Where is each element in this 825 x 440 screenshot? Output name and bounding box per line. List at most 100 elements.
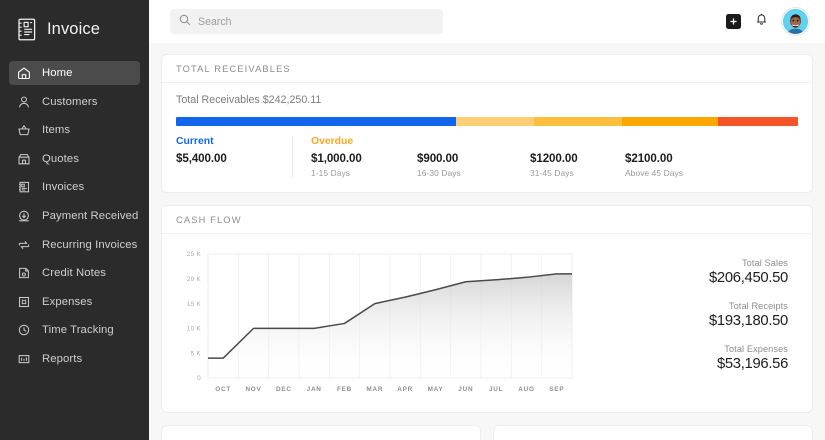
cash-flow-chart[interactable]: 0 5 K 10 K 15 K 20 K 25 K OCT NOV DEC JAN FEB MAR AP… <box>168 244 596 404</box>
svg-text:MAY: MAY <box>428 386 444 393</box>
stat-total-expenses: Total Expenses $53,196.56 <box>602 344 788 372</box>
svg-text:APR: APR <box>397 386 413 393</box>
receivables-bar <box>176 117 798 126</box>
brand[interactable]: Invoice <box>0 12 149 46</box>
col-sub: Above 45 Days <box>625 168 684 178</box>
svg-text:JUL: JUL <box>489 386 503 393</box>
lower-cards-row <box>161 425 813 440</box>
receivables-col-31-45-days: $1200.00 31-45 Days <box>530 136 625 178</box>
sidebar-item-time-tracking[interactable]: Time Tracking <box>9 318 140 342</box>
sidebar-item-recurring-invoices[interactable]: Recurring Invoices <box>9 233 140 257</box>
col-amount: $1200.00 <box>530 152 578 165</box>
avatar[interactable] <box>782 8 809 35</box>
cash-flow-body: 0 5 K 10 K 15 K 20 K 25 K OCT NOV DEC JAN FEB MAR AP… <box>162 234 812 412</box>
sidebar-item-label: Items <box>42 124 71 137</box>
bar-segment-above-45-days[interactable] <box>718 117 798 126</box>
clock-icon <box>17 323 31 337</box>
sidebar: Invoice Home Custo <box>0 0 149 440</box>
svg-text:JAN: JAN <box>307 386 322 393</box>
topbar <box>149 0 825 43</box>
card-header: TOTAL RECEIVABLES <box>162 55 812 83</box>
sidebar-item-home[interactable]: Home <box>9 61 140 85</box>
search-box[interactable] <box>170 9 443 34</box>
receivables-col-above-45-days: $2100.00 Above 45 Days <box>625 136 683 178</box>
svg-text:5 K: 5 K <box>191 350 202 357</box>
sidebar-item-quotes[interactable]: Quotes <box>9 147 140 171</box>
svg-text:DEC: DEC <box>276 386 292 393</box>
sidebar-item-items[interactable]: Items <box>9 118 140 142</box>
col-amount: $2100.00 <box>625 152 673 165</box>
receivables-legend: Current $5,400.00 Overdue $1,000.00 1-15… <box>174 136 800 178</box>
col-sub: 1-15 Days <box>311 168 351 178</box>
svg-text:NOV: NOV <box>245 386 261 393</box>
sidebar-item-expenses[interactable]: Expenses <box>9 290 140 314</box>
sidebar-item-label: Home <box>42 67 73 79</box>
svg-text:25 K: 25 K <box>187 251 202 258</box>
user-icon <box>17 95 31 109</box>
search-icon <box>179 13 191 31</box>
sidebar-item-label: Quotes <box>42 152 80 165</box>
svg-text:FEB: FEB <box>337 386 352 393</box>
lower-card-right <box>493 425 813 440</box>
stat-label: Total Expenses <box>724 344 788 354</box>
notifications-button[interactable] <box>754 12 769 31</box>
cash-flow-card: CASH FLOW 0 5 K 10 K 15 K 20 K 25 K OCT NOV DEC J… <box>161 205 813 413</box>
svg-text:JUN: JUN <box>458 386 473 393</box>
card-title: TOTAL RECEIVABLES <box>176 63 291 74</box>
sidebar-item-label: Time Tracking <box>42 324 114 337</box>
bar-segment-1-15-days[interactable] <box>455 117 534 126</box>
sidebar-item-label: Customers <box>42 95 98 108</box>
recurring-icon <box>17 238 31 252</box>
receivables-col-1-15-days: Overdue $1,000.00 1-15 Days <box>292 136 417 178</box>
col-sub: 31-45 Days <box>530 168 574 178</box>
expenses-icon <box>17 295 31 309</box>
col-sub: 16-30 Days <box>417 168 461 178</box>
sidebar-item-label: Payment Received <box>42 209 139 222</box>
col-amount: $5,400.00 <box>176 152 227 165</box>
stat-value: $206,450.50 <box>709 270 788 286</box>
plus-icon <box>729 13 738 31</box>
bell-icon <box>755 12 768 31</box>
bar-segment-current[interactable] <box>176 117 456 126</box>
stat-value: $53,196.56 <box>716 356 788 372</box>
payment-received-icon <box>17 209 31 223</box>
topbar-actions <box>726 8 809 35</box>
receivables-col-current: Current $5,400.00 <box>176 136 292 178</box>
col-caption <box>417 136 530 149</box>
search-input[interactable] <box>198 15 434 28</box>
svg-text:10 K: 10 K <box>187 326 202 333</box>
card-header: CASH FLOW <box>162 206 812 234</box>
sidebar-item-label: Recurring Invoices <box>42 238 138 251</box>
stat-label: Total Sales <box>741 258 788 268</box>
sidebar-item-payment-received[interactable]: Payment Received <box>9 204 140 228</box>
sidebar-item-label: Invoices <box>42 181 85 194</box>
svg-text:OCT: OCT <box>215 386 231 393</box>
bar-segment-16-30-days[interactable] <box>533 117 622 126</box>
col-caption: Current <box>176 136 214 147</box>
sidebar-item-reports[interactable]: Reports <box>9 347 140 371</box>
col-caption <box>530 136 625 149</box>
stat-total-receipts: Total Receipts $193,180.50 <box>602 301 788 329</box>
reports-icon <box>17 352 31 366</box>
store-icon <box>17 152 31 166</box>
col-caption: Overdue <box>311 136 354 147</box>
dashboard-content: TOTAL RECEIVABLES Total Receivables $242… <box>149 43 825 440</box>
svg-text:20 K: 20 K <box>187 276 202 283</box>
svg-text:15 K: 15 K <box>187 301 202 308</box>
cash-flow-stats: Total Sales $206,450.50 Total Receipts $… <box>596 244 806 404</box>
sidebar-item-label: Reports <box>42 352 83 365</box>
add-button[interactable] <box>726 14 741 29</box>
svg-text:AUG: AUG <box>518 386 534 393</box>
credit-note-icon <box>17 266 31 280</box>
total-receivables-card: TOTAL RECEIVABLES Total Receivables $242… <box>161 54 813 193</box>
sidebar-item-invoices[interactable]: Invoices <box>9 175 140 199</box>
svg-text:MAR: MAR <box>366 386 383 393</box>
receivables-total-label: Total Receivables $242,250.11 <box>176 94 322 106</box>
sidebar-item-customers[interactable]: Customers <box>9 90 140 114</box>
lower-card-left <box>161 425 481 440</box>
home-icon <box>17 66 31 80</box>
sidebar-item-credit-notes[interactable]: Credit Notes <box>9 261 140 285</box>
bar-segment-31-45-days[interactable] <box>621 117 719 126</box>
col-amount: $1,000.00 <box>311 152 362 165</box>
